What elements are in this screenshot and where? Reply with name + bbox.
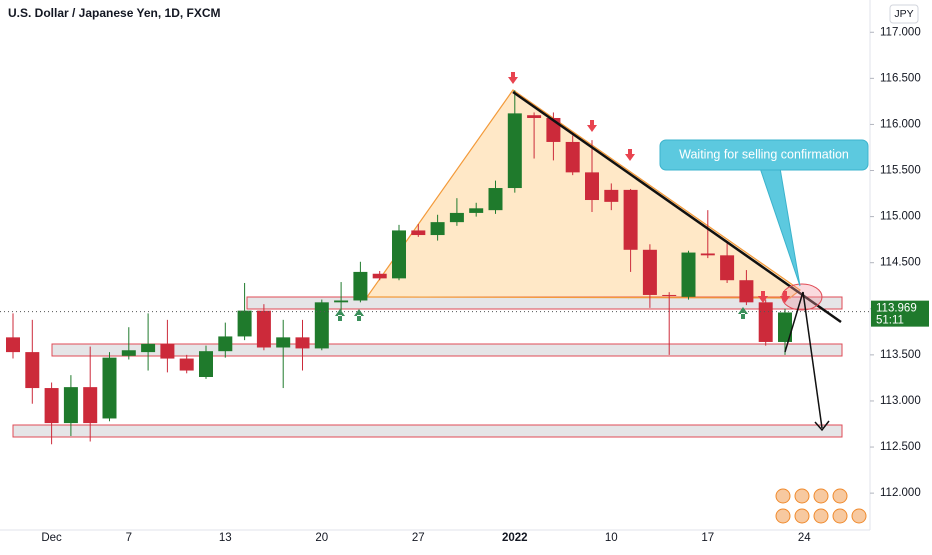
- callout-text: Waiting for selling confirmation: [679, 147, 849, 161]
- y-tick-label: 114.500: [880, 257, 921, 269]
- candle-body: [778, 312, 792, 342]
- candle-body: [565, 141, 580, 173]
- zone-box: [51, 343, 843, 357]
- candle-body: [720, 255, 735, 281]
- triangle-pattern: [365, 89, 802, 299]
- drawings: [12, 89, 843, 438]
- buy-arrows: [335, 307, 748, 321]
- candle-body: [758, 302, 773, 342]
- candle-body: [411, 230, 426, 236]
- candle-body: [488, 188, 503, 211]
- last-price-tag: [871, 300, 929, 327]
- candle-body: [6, 337, 20, 353]
- candle-body: [256, 310, 271, 348]
- arrow: [784, 291, 804, 353]
- x-tick-label: 27: [412, 532, 425, 544]
- candle-body: [604, 189, 619, 202]
- x-tick-label: 24: [798, 532, 811, 544]
- candle-body: [372, 273, 387, 279]
- candle-body: [334, 300, 349, 303]
- candle-body: [642, 249, 657, 295]
- x-tick-label: 17: [701, 532, 714, 544]
- candle-body: [237, 310, 252, 337]
- arrow: [802, 291, 823, 429]
- y-tick-label: 112.500: [880, 441, 921, 453]
- x-tick-label: 13: [219, 532, 232, 544]
- y-tick-label: 112.000: [880, 487, 921, 499]
- candle-body: [63, 387, 78, 424]
- trendline: [512, 90, 842, 324]
- countdown-label: 51:11: [876, 315, 904, 327]
- candle-body: [469, 208, 484, 213]
- currency-button[interactable]: [889, 4, 919, 24]
- candle-body: [218, 336, 233, 352]
- candle-body: [314, 302, 329, 349]
- callout: [659, 139, 869, 171]
- indicator-icons: [775, 488, 867, 524]
- candle-body: [392, 230, 406, 279]
- candle-body: [449, 212, 464, 223]
- chart-title: U.S. Dollar / Japanese Yen, 1D, FXCM: [8, 6, 221, 20]
- y-tick-label: 115.000: [880, 211, 921, 223]
- sell-arrows: [508, 72, 790, 303]
- candle-body: [430, 222, 445, 236]
- candle-body: [83, 387, 98, 424]
- candle-body: [353, 271, 368, 301]
- x-tick-label: 7: [126, 532, 132, 544]
- candle-body: [141, 343, 156, 353]
- currency-label[interactable]: JPY: [894, 8, 913, 20]
- last-price-label: 113.969: [876, 303, 917, 315]
- candle-body: [739, 280, 754, 303]
- zone-box: [12, 424, 843, 438]
- candle-body: [681, 252, 696, 297]
- candle-body: [276, 337, 291, 348]
- x-tick-label: Dec: [41, 532, 62, 544]
- overlays: Waiting for selling confirmation: [335, 72, 869, 432]
- candle-body: [102, 357, 117, 419]
- candle-body: [585, 172, 599, 201]
- x-tick-label: 20: [315, 532, 328, 544]
- candle-body: [179, 358, 194, 371]
- candle-body: [199, 351, 213, 377]
- candle-body: [160, 343, 175, 359]
- candles: [0, 90, 870, 445]
- y-tick-label: 116.000: [880, 118, 921, 130]
- candle-body: [25, 352, 40, 389]
- candle-body: [623, 189, 638, 250]
- candle-body: [507, 113, 522, 189]
- candle-body: [121, 350, 136, 356]
- x-tick-label: 2022: [502, 532, 528, 544]
- x-tick-label: 10: [605, 532, 618, 544]
- candle-body: [295, 337, 310, 349]
- candle-body: [662, 294, 677, 296]
- candle-body: [527, 115, 542, 118]
- y-tick-label: 117.000: [880, 26, 921, 38]
- candle-body: [44, 388, 59, 424]
- y-tick-label: 113.000: [880, 395, 921, 407]
- y-tick-label: 115.500: [880, 165, 921, 177]
- arrow-head: [814, 420, 830, 432]
- candle-body: [700, 253, 715, 256]
- y-tick-label: 116.500: [880, 72, 921, 84]
- y-tick-label: 113.500: [880, 349, 921, 361]
